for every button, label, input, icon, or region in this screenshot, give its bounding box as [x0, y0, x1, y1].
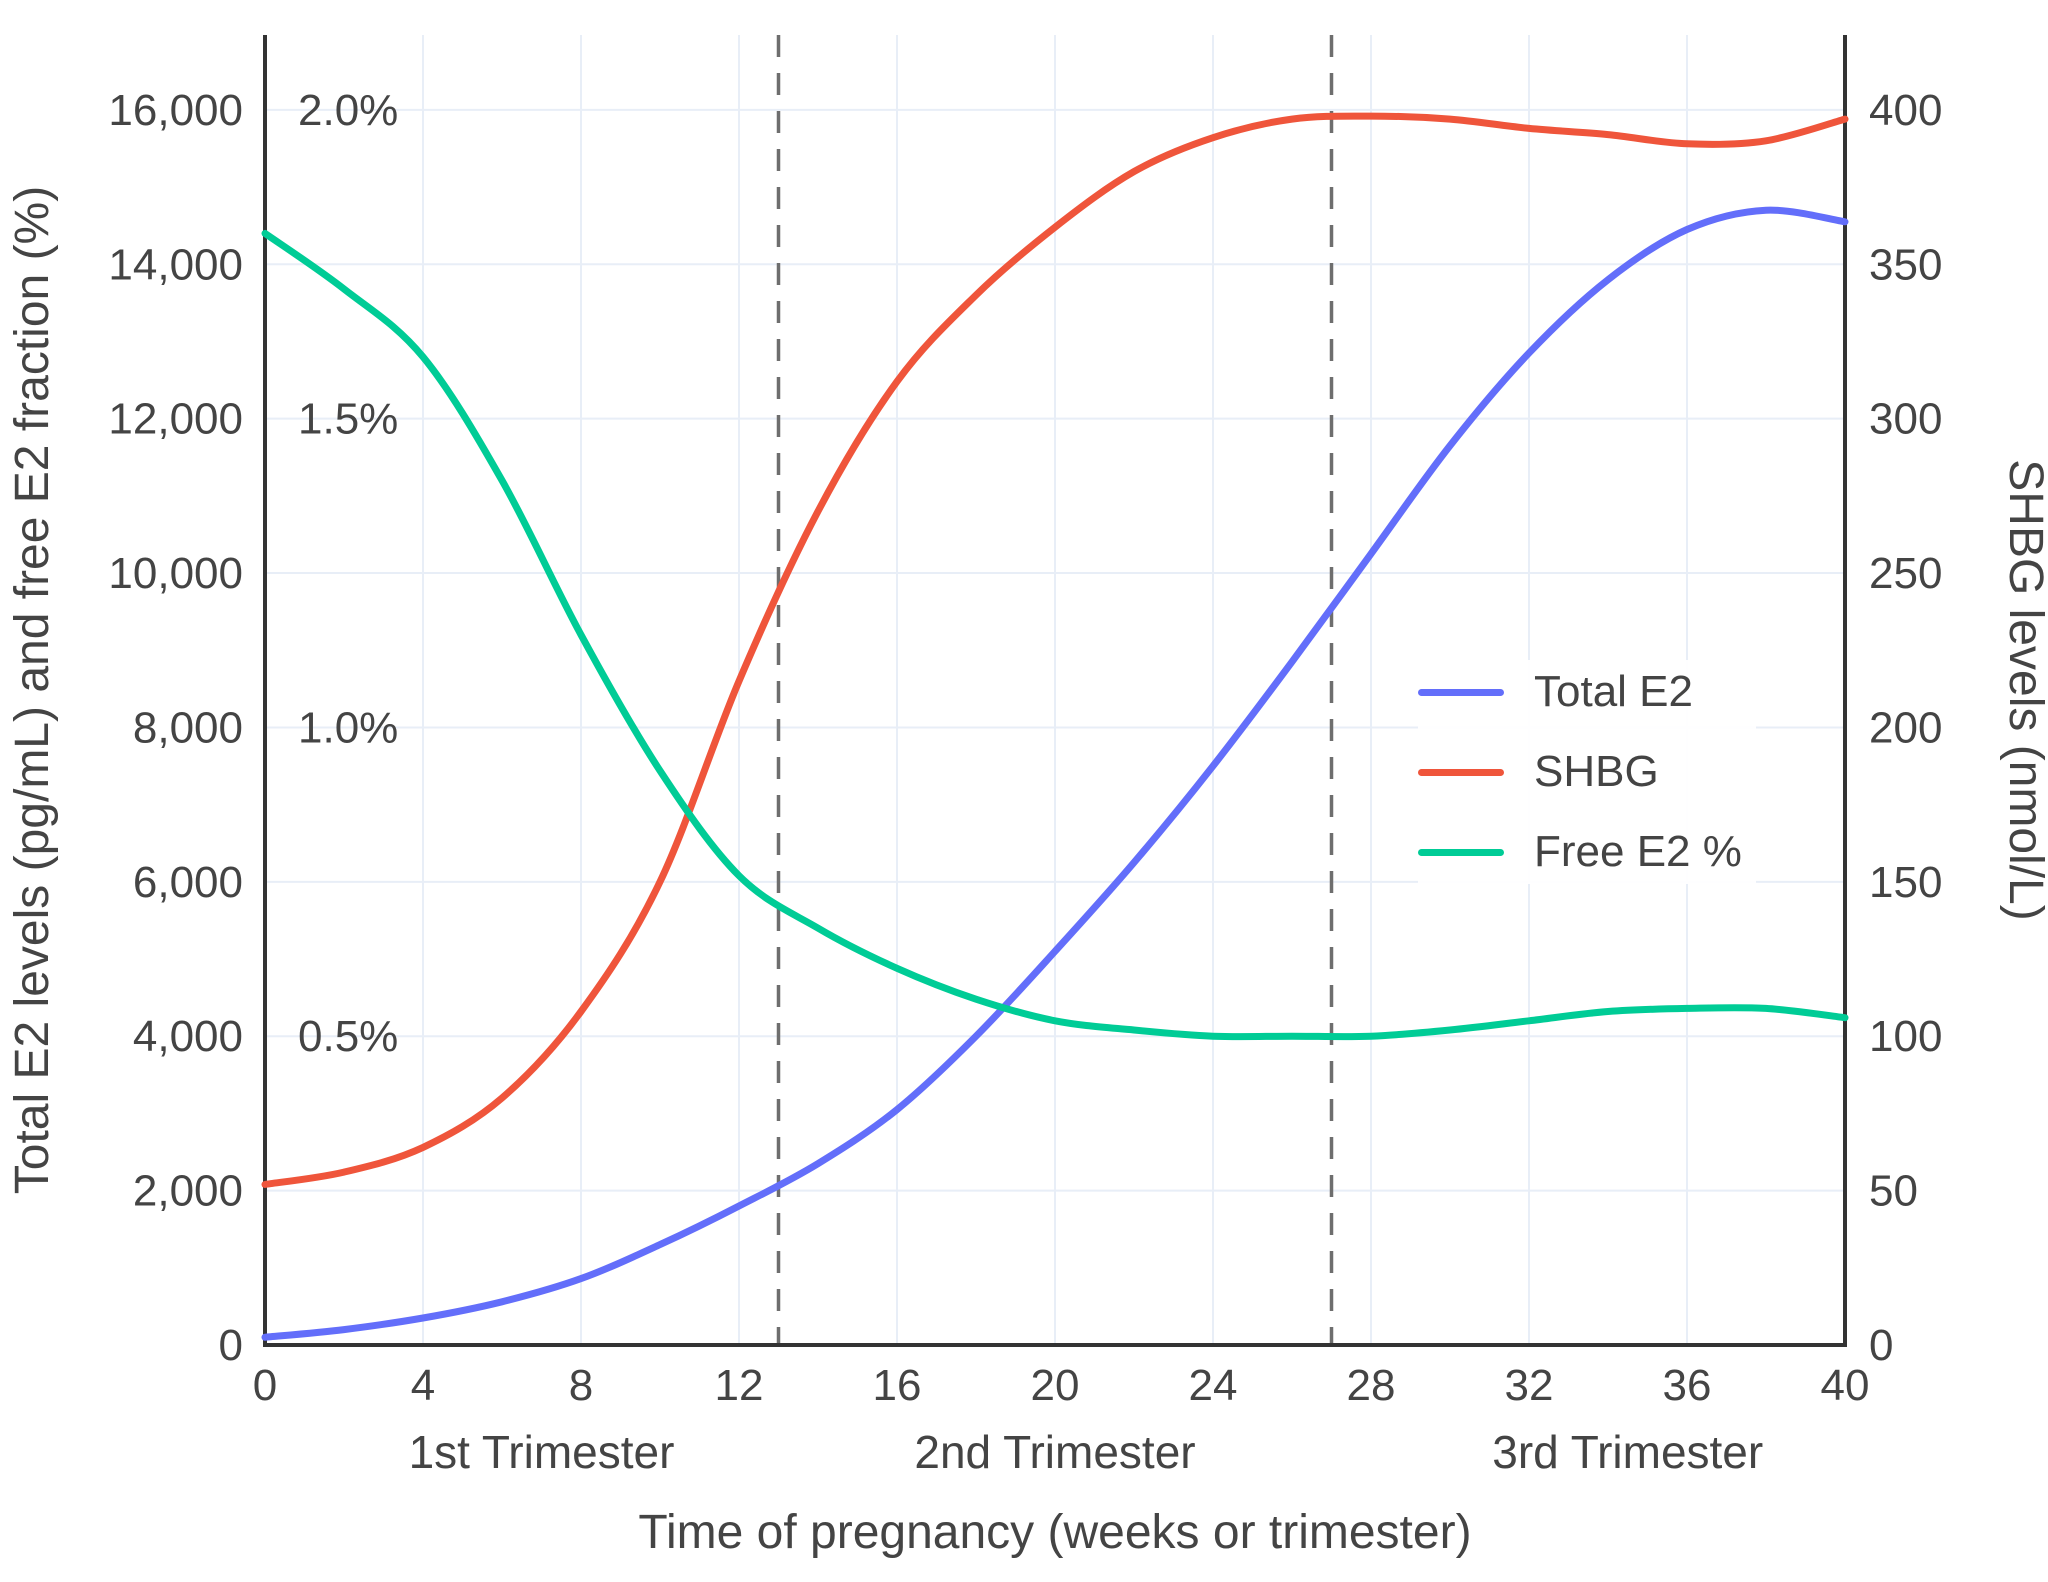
legend-swatch-shbg [1418, 768, 1504, 776]
y-right-tick-label: 350 [1869, 240, 1942, 289]
percent-tick-label: 2.0% [298, 86, 398, 135]
y-right-tick-label: 150 [1869, 858, 1942, 907]
x-tick-label: 4 [411, 1361, 435, 1410]
y-right-tick-label: 100 [1869, 1012, 1942, 1061]
legend-label-total-e2: Total E2 [1534, 667, 1693, 716]
y-left-tick-label: 6,000 [133, 858, 243, 907]
series-lines [261, 112, 1849, 1341]
trimester-boundary-lines [776, 35, 1334, 1345]
axes [263, 35, 1847, 1347]
y-right-tick-label: 0 [1869, 1321, 1893, 1370]
x-tick-label: 24 [1189, 1361, 1238, 1410]
x-tick-label: 32 [1505, 1361, 1554, 1410]
x-tick-label: 16 [873, 1361, 922, 1410]
tick-labels: 0 2,000 4,000 6,000 8,000 10,000 12,000 14,000 1… [108, 86, 1942, 1478]
y-left-tick-label: 16,000 [108, 86, 243, 135]
y-right-tick-label: 400 [1869, 86, 1942, 135]
percent-tick-label: 0.5% [298, 1012, 398, 1061]
x-tick-label: 12 [715, 1361, 764, 1410]
legend-item-total-e2[interactable]: Total E2 [1418, 666, 1742, 718]
legend-label-shbg: SHBG [1534, 747, 1659, 796]
y-left-tick-label: 2,000 [133, 1167, 243, 1216]
y-left-tick-label: 10,000 [108, 549, 243, 598]
percent-tick-label: 1.5% [298, 395, 398, 444]
legend-swatch-total-e2 [1418, 688, 1504, 696]
right-y-axis-title: SHBG levels (nmol/L) [1999, 459, 2048, 920]
y-left-tick-label: 0 [219, 1321, 243, 1370]
y-right-tick-label: 250 [1869, 549, 1942, 598]
y-left-tick-label: 12,000 [108, 395, 243, 444]
y-right-tick-label: 300 [1869, 395, 1942, 444]
trimester-label: 2nd Trimester [914, 1426, 1195, 1478]
legend: Total E2 SHBG Free E2 % [1418, 660, 1756, 884]
x-tick-label: 20 [1031, 1361, 1080, 1410]
x-tick-label: 40 [1821, 1361, 1870, 1410]
y-right-tick-label: 50 [1869, 1167, 1918, 1216]
percent-tick-label: 1.0% [298, 703, 398, 752]
x-tick-label: 8 [569, 1361, 593, 1410]
y-left-tick-label: 4,000 [133, 1012, 243, 1061]
x-tick-label: 0 [253, 1361, 277, 1410]
series-line-total-e2 [261, 206, 1849, 1341]
legend-item-free-e2[interactable]: Free E2 % [1418, 826, 1742, 878]
series-line-shbg [261, 112, 1849, 1188]
left-y-axis-title: Total E2 levels (pg/mL) and free E2 frac… [6, 186, 59, 1194]
y-left-tick-label: 14,000 [108, 240, 243, 289]
series-line-free-e2- [261, 229, 1849, 1041]
y-left-tick-label: 8,000 [133, 703, 243, 752]
trimester-label: 3rd Trimester [1492, 1426, 1763, 1478]
x-axis-title: Time of pregnancy (weeks or trimester) [638, 1506, 1471, 1559]
trimester-label: 1st Trimester [409, 1426, 675, 1478]
x-tick-label: 36 [1663, 1361, 1712, 1410]
y-right-tick-label: 200 [1869, 703, 1942, 752]
legend-item-shbg[interactable]: SHBG [1418, 746, 1742, 798]
legend-swatch-free-e2 [1418, 848, 1504, 856]
x-tick-label: 28 [1347, 1361, 1396, 1410]
legend-label-free-e2: Free E2 % [1534, 827, 1742, 876]
